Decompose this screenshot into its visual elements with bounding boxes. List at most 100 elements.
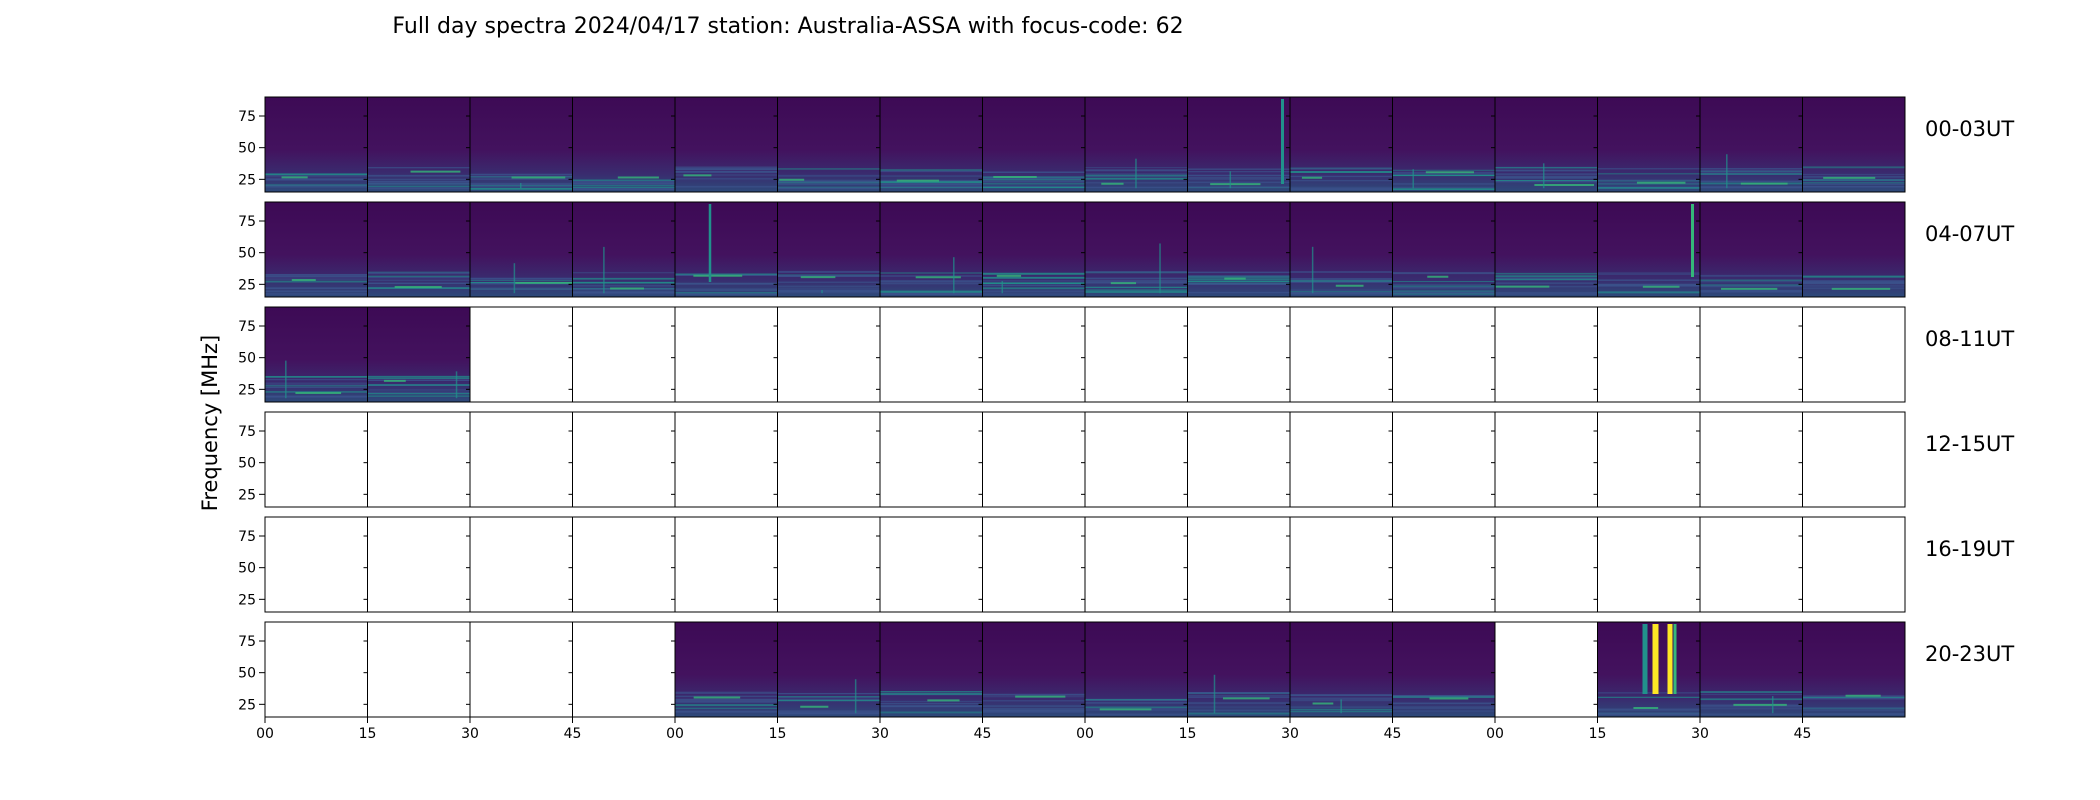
y-tick-label: 75 xyxy=(238,529,256,545)
spectrum-panel xyxy=(264,201,368,298)
spectrum-panel xyxy=(777,516,881,613)
x-tick-label: 30 xyxy=(1281,726,1299,742)
spectrum-panel xyxy=(1494,516,1598,613)
spectrum-panel xyxy=(367,306,471,403)
spectrum-panel xyxy=(1597,411,1701,508)
spectrum-panel xyxy=(1597,306,1701,403)
y-tick-label: 25 xyxy=(238,592,256,608)
spectrum-panel xyxy=(1699,516,1803,613)
spectrum-panel xyxy=(264,621,368,718)
spectrum-panel xyxy=(982,621,1086,718)
spectrum-panel xyxy=(1597,621,1701,718)
x-tick-label: 00 xyxy=(1076,726,1094,742)
y-tick-label: 25 xyxy=(238,697,256,713)
y-tick-label: 50 xyxy=(238,351,256,367)
spectrum-panel xyxy=(1289,96,1393,193)
spectrum-panel xyxy=(1802,201,1906,298)
spectrum-panel xyxy=(879,306,983,403)
spectrum-panel xyxy=(982,96,1086,193)
row-label: 04-07UT xyxy=(1925,222,2014,246)
burst-mark xyxy=(1642,624,1648,694)
row-label: 12-15UT xyxy=(1925,432,2014,456)
spectrum-panel xyxy=(469,96,573,193)
row-label: 00-03UT xyxy=(1925,117,2014,141)
y-tick-label: 75 xyxy=(238,214,256,230)
burst-mark xyxy=(1667,624,1673,694)
spectrum-panel xyxy=(1802,621,1906,718)
spectrum-panel xyxy=(367,411,471,508)
spectrum-panel xyxy=(264,96,368,193)
y-tick-label: 75 xyxy=(238,424,256,440)
burst-mark xyxy=(1673,624,1677,694)
x-tick-label: 45 xyxy=(1384,726,1402,742)
row-12-15UT: 75 50 25 12-15UT xyxy=(238,411,2014,508)
spectrum-panel xyxy=(1597,201,1701,298)
spectrum-panel xyxy=(367,516,471,613)
row-label: 16-19UT xyxy=(1925,537,2014,561)
spectrum-panel xyxy=(469,306,573,403)
row-08-11UT: 75 50 25 08-11UT xyxy=(238,306,2014,403)
spectrum-panel xyxy=(1802,96,1906,193)
spectrum-panel xyxy=(1289,516,1393,613)
spectrum-panel xyxy=(1392,201,1496,298)
spectrum-panel xyxy=(572,516,676,613)
spectrum-panel xyxy=(469,516,573,613)
spectrum-panel xyxy=(1699,621,1803,718)
spectrum-panel xyxy=(1392,621,1496,718)
spectrum-panel xyxy=(1699,306,1803,403)
spectrum-panel xyxy=(879,411,983,508)
row-16-19UT: 75 50 25 16-19UT xyxy=(238,516,2014,613)
spectrum-panel xyxy=(572,96,676,193)
plot-grid: 75502500-03UT75502504-07UT75502508-11UT7… xyxy=(238,96,2014,742)
spectrum-panel xyxy=(777,96,881,193)
spectrum-panel xyxy=(674,411,778,508)
x-tick-label: 00 xyxy=(1486,726,1504,742)
spectrum-panel xyxy=(1187,621,1291,718)
spectrum-panel xyxy=(982,201,1086,298)
spectrum-panel xyxy=(1289,201,1393,298)
y-tick-label: 25 xyxy=(238,382,256,398)
y-tick-label: 75 xyxy=(238,634,256,650)
row-00-03UT: 75 50 25 00-03UT xyxy=(238,96,2014,193)
y-tick-label: 50 xyxy=(238,666,256,682)
y-tick-label: 50 xyxy=(238,246,256,262)
row-20-23UT: 75 50 25 20-23UT xyxy=(238,621,2014,718)
spectrum-panel xyxy=(1392,516,1496,613)
spectrum-panel xyxy=(777,306,881,403)
spectrum-panel xyxy=(1392,96,1496,193)
spectrum-panel xyxy=(572,621,676,718)
spectrum-panel xyxy=(1494,96,1598,193)
spectrum-panel xyxy=(469,621,573,718)
spectrum-panel xyxy=(982,516,1086,613)
spectrum-panel xyxy=(982,306,1086,403)
spectrum-panel xyxy=(469,411,573,508)
spectrum-panel xyxy=(1187,306,1291,403)
spectrum-panel xyxy=(674,516,778,613)
spectrum-panel xyxy=(367,201,471,298)
spectrum-panel xyxy=(1494,306,1598,403)
spectrum-panel xyxy=(1597,516,1701,613)
x-tick-label: 45 xyxy=(564,726,582,742)
spectrum-panel xyxy=(572,306,676,403)
spectrum-panel xyxy=(674,96,778,193)
spectrum-panel xyxy=(264,411,368,508)
spectrum-panel xyxy=(777,201,881,298)
spectrum-panel xyxy=(1084,306,1188,403)
x-tick-label: 15 xyxy=(769,726,787,742)
spectrum-panel xyxy=(1084,411,1188,508)
spectrum-panel xyxy=(572,201,676,298)
spectrum-panel xyxy=(1289,411,1393,508)
spectrum-panel xyxy=(1084,516,1188,613)
spectrum-panel xyxy=(1802,411,1906,508)
spectrum-panel xyxy=(1802,306,1906,403)
x-tick-label: 00 xyxy=(256,726,274,742)
spectrum-panel xyxy=(1289,621,1393,718)
spectrum-panel xyxy=(367,96,471,193)
x-tick-label: 30 xyxy=(871,726,889,742)
y-tick-label: 50 xyxy=(238,561,256,577)
y-tick-label: 50 xyxy=(238,141,256,157)
spectrum-panel xyxy=(674,621,778,718)
spectrum-panel xyxy=(1187,201,1291,298)
spectrum-panel xyxy=(674,306,778,403)
